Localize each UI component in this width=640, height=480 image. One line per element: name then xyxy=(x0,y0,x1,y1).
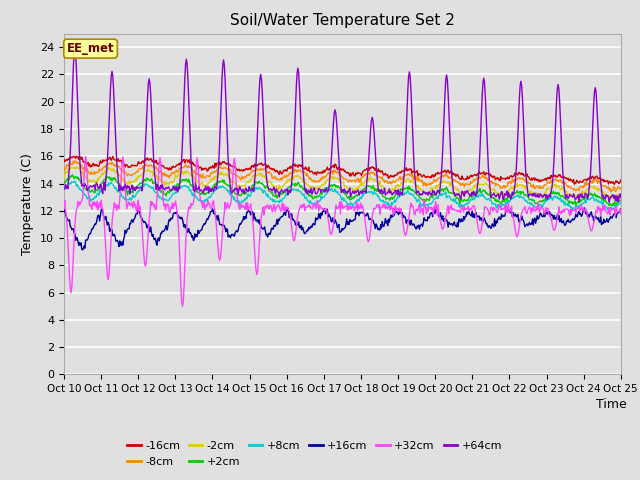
Legend: -16cm, -8cm, -2cm, +2cm, +8cm, +16cm, +32cm, +64cm: -16cm, -8cm, -2cm, +2cm, +8cm, +16cm, +3… xyxy=(123,437,506,471)
Text: EE_met: EE_met xyxy=(67,42,115,55)
X-axis label: Time: Time xyxy=(596,398,627,411)
Title: Soil/Water Temperature Set 2: Soil/Water Temperature Set 2 xyxy=(230,13,455,28)
Y-axis label: Temperature (C): Temperature (C) xyxy=(22,153,35,255)
